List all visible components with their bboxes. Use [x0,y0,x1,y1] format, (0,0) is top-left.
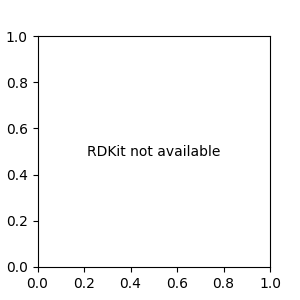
Text: RDKit not available: RDKit not available [87,145,220,158]
